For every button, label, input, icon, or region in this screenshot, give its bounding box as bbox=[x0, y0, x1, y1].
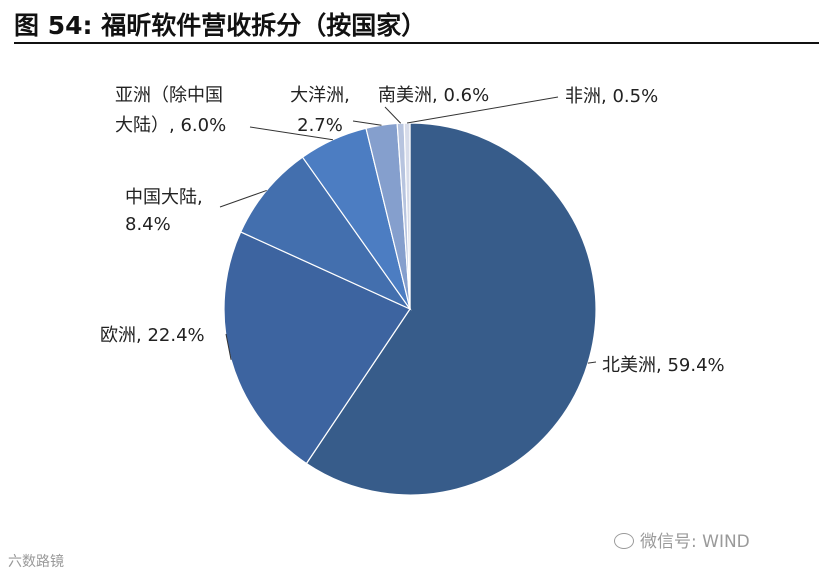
leader-line-3 bbox=[219, 189, 267, 208]
slice-labels: 北美洲, 59.4% 欧洲, 22.4% 中国大陆, 8.4% 亚洲（除中国大陆）, 6… bbox=[100, 85, 725, 376]
watermark-right-text: 微信号: WIND bbox=[640, 532, 750, 552]
slice-label-3: 中国大陆, 8.4% bbox=[125, 187, 203, 235]
leader-line-1 bbox=[587, 361, 597, 364]
watermark-left: 六数路镜 bbox=[8, 554, 64, 570]
leader-line-2 bbox=[225, 333, 232, 360]
slice-label-5: 大洋洲, 2.7% bbox=[290, 85, 350, 136]
slice-label-2: 欧洲, 22.4% bbox=[100, 325, 205, 346]
pie-slice-1 bbox=[305, 122, 597, 496]
chart-title: 图 54: 福昕软件营收拆分（按国家） bbox=[14, 11, 427, 40]
slice-label-4: 亚洲（除中国大陆）, 6.0% bbox=[115, 85, 226, 136]
slice-label-7: 非洲, 0.5% bbox=[565, 86, 658, 107]
wechat-icon bbox=[614, 533, 634, 549]
pie-slices bbox=[223, 122, 597, 496]
title-divider bbox=[14, 42, 819, 44]
pie-slice-3 bbox=[239, 156, 412, 311]
leader-line-4 bbox=[249, 126, 334, 141]
watermark-right: 微信号: WIND bbox=[614, 527, 750, 552]
leader-line-5 bbox=[352, 120, 382, 126]
leader-line-6 bbox=[384, 106, 402, 124]
slice-label-1: 北美洲, 59.4% bbox=[602, 355, 725, 376]
slice-label-6: 南美洲, 0.6% bbox=[378, 85, 489, 106]
leader-lines bbox=[219, 96, 597, 364]
leader-line-7 bbox=[406, 96, 559, 124]
